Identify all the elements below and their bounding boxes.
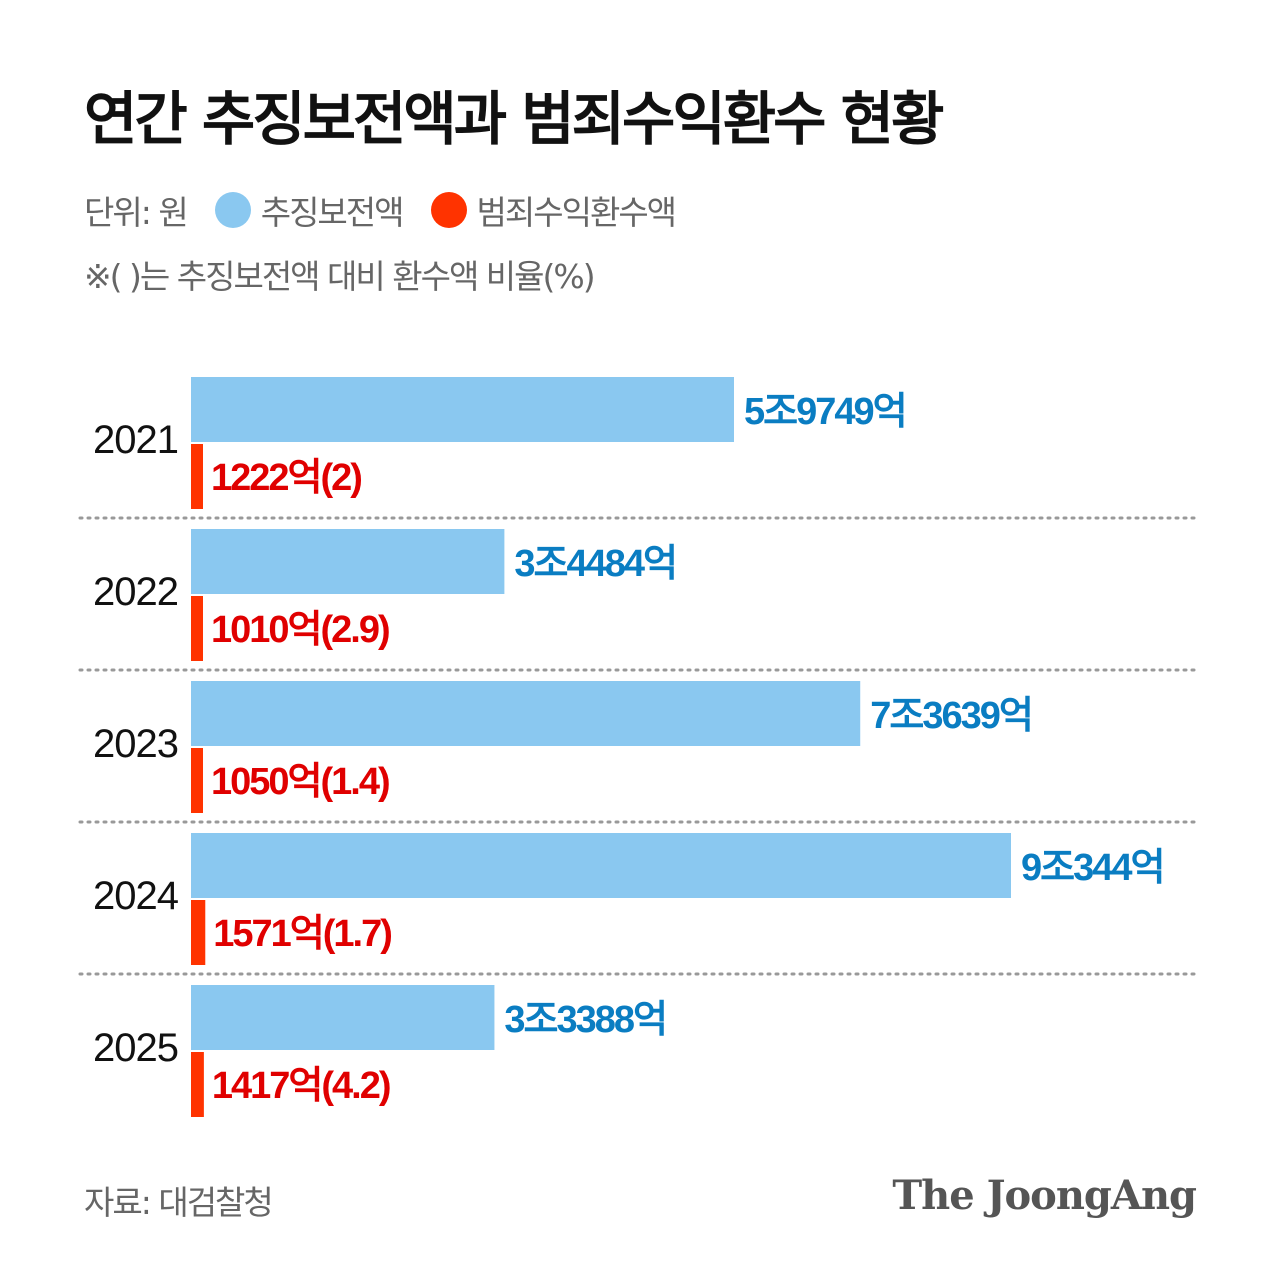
unit-label: 단위: 원 xyxy=(84,193,189,232)
year-label: 2025 xyxy=(93,1026,178,1070)
recovery-bar xyxy=(191,444,203,509)
seizure-bar xyxy=(191,833,1011,898)
recovery-value-label: 1050억(1.4) xyxy=(211,761,389,803)
legend-dot-blue-icon xyxy=(214,192,251,228)
recovery-bar xyxy=(191,748,203,813)
recovery-bar xyxy=(191,596,203,661)
seizure-bar xyxy=(191,681,861,746)
seizure-value-label: 3조3388억 xyxy=(504,999,666,1041)
recovery-bar xyxy=(191,900,206,965)
seizure-bar xyxy=(191,377,734,442)
chart-title: 연간 추징보전액과 범죄수익환수 현황 xyxy=(84,85,944,153)
year-label: 2022 xyxy=(93,570,178,614)
legend: 단위: 원 추징보전액 범죄수익환수액 xyxy=(84,186,678,234)
ratio-note: ※( )는 추징보전액 대비 환수액 비율(%) xyxy=(84,257,596,296)
legend-label-recovery: 범죄수익환수액 xyxy=(476,193,678,232)
recovery-value-label: 1417억(4.2) xyxy=(212,1065,390,1107)
recovery-bar xyxy=(191,1052,204,1117)
legend-dot-red-icon xyxy=(430,192,467,228)
year-label: 2023 xyxy=(93,722,178,766)
legend-label-seizure: 추징보전액 xyxy=(260,193,405,232)
logo: The JoongAng xyxy=(892,1172,1197,1219)
year-label: 2024 xyxy=(93,874,179,918)
recovery-value-label: 1571억(1.7) xyxy=(213,913,391,955)
seizure-bar xyxy=(191,985,495,1050)
source: 자료: 대검찰청 xyxy=(84,1183,274,1222)
seizure-value-label: 7조3639억 xyxy=(870,695,1032,737)
seizure-value-label: 3조4484억 xyxy=(514,543,676,585)
seizure-value-label: 5조9749억 xyxy=(744,391,906,433)
recovery-value-label: 1010억(2.9) xyxy=(211,609,389,651)
recovery-value-label: 1222억(2) xyxy=(211,457,361,499)
seizure-value-label: 9조344억 xyxy=(1021,847,1163,889)
seizure-bar xyxy=(191,529,505,594)
year-label: 2021 xyxy=(93,418,178,462)
